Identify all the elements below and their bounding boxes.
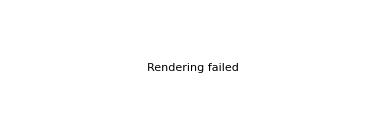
Text: Rendering failed: Rendering failed xyxy=(147,63,238,73)
